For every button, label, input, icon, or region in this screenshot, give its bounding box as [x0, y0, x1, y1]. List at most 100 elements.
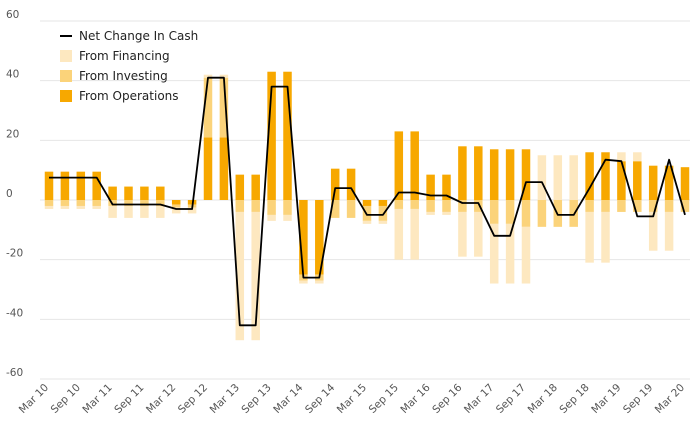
x-tick-label: Mar 13 — [208, 382, 242, 416]
legend-label: From Investing — [79, 69, 168, 83]
x-tick-label: Mar 12 — [144, 382, 178, 416]
bar-operations — [648, 165, 658, 200]
bar-operations — [442, 174, 451, 200]
x-tick-label: Mar 15 — [335, 382, 369, 416]
bar-operations — [458, 146, 467, 200]
legend-swatch-investing — [60, 70, 72, 82]
x-tick-label: Sep 15 — [367, 382, 401, 416]
y-tick-label: -60 — [6, 367, 23, 379]
bar-operations — [378, 200, 388, 206]
bar-operations — [203, 137, 213, 200]
bar-financing — [505, 223, 515, 284]
bar-financing — [124, 205, 133, 218]
bar-operations — [251, 174, 260, 200]
bar-financing — [235, 211, 245, 341]
bar-financing — [537, 155, 547, 200]
bar-operations — [680, 167, 690, 200]
x-tick-label: Sep 13 — [239, 382, 273, 416]
bar-financing — [299, 280, 308, 284]
bar-investing — [124, 200, 133, 206]
bar-financing — [442, 211, 451, 215]
bar-operations — [44, 171, 54, 200]
bar-operations — [283, 71, 292, 200]
bar-investing — [585, 200, 594, 212]
bar-investing — [44, 200, 54, 206]
x-tick-label: Mar 10 — [17, 382, 51, 416]
bar-investing — [235, 200, 245, 212]
bar-investing — [474, 200, 483, 212]
x-tick-label: Mar 19 — [589, 382, 623, 416]
bar-financing — [664, 211, 674, 251]
bar-financing — [187, 207, 197, 214]
bar-operations — [171, 200, 181, 205]
bar-investing — [664, 200, 674, 212]
bar-operations — [585, 152, 594, 200]
bar-operations — [346, 168, 356, 200]
bar-investing — [410, 200, 419, 209]
bars — [44, 71, 690, 341]
x-tick-label: Sep 14 — [303, 381, 338, 416]
bar-investing — [633, 200, 642, 212]
legend: Net Change In Cash From Financing From Inv… — [60, 29, 198, 103]
bar-operations — [156, 186, 165, 200]
bar-financing — [315, 280, 324, 284]
x-tick-label: Mar 16 — [398, 381, 433, 416]
bar-operations — [489, 149, 499, 200]
bar-operations — [633, 161, 642, 200]
bar-operations — [330, 168, 340, 200]
bar-investing — [283, 200, 292, 215]
bar-financing — [44, 205, 54, 209]
x-tick-label: Mar 18 — [526, 382, 560, 416]
bar-investing — [76, 200, 86, 206]
y-tick-label: 40 — [6, 69, 19, 81]
bar-financing — [171, 207, 181, 214]
bar-operations — [505, 149, 515, 200]
x-tick-label: Sep 18 — [557, 382, 591, 416]
bar-financing — [108, 205, 117, 218]
bar-financing — [474, 211, 483, 257]
bar-financing — [601, 211, 610, 263]
bar-investing — [537, 200, 547, 227]
bar-financing — [648, 211, 658, 251]
bar-operations — [601, 152, 610, 200]
bar-operations — [362, 200, 372, 206]
net-change-line — [49, 76, 686, 327]
bar-financing — [489, 223, 499, 284]
legend-label: Net Change In Cash — [79, 29, 198, 43]
bar-investing — [346, 200, 356, 218]
bar-investing — [156, 200, 165, 206]
bar-investing — [330, 200, 340, 218]
y-tick-label: 60 — [6, 9, 19, 21]
bar-operations — [267, 71, 276, 200]
net-change-line-group — [49, 76, 686, 327]
bar-investing — [171, 204, 181, 208]
bar-operations — [315, 200, 324, 275]
bar-investing — [251, 200, 260, 212]
bar-operations — [76, 171, 86, 200]
bar-financing — [92, 205, 101, 209]
bar-investing — [219, 77, 229, 138]
x-tick-label: Sep 16 — [430, 381, 465, 416]
bar-financing — [251, 211, 260, 341]
bar-operations — [140, 186, 149, 200]
y-tick-label: 20 — [6, 128, 19, 140]
bar-financing — [410, 208, 419, 260]
bar-operations — [299, 200, 308, 275]
bar-financing — [633, 152, 642, 162]
bar-financing — [362, 220, 372, 224]
bar-operations — [108, 186, 117, 200]
bar-investing — [92, 200, 101, 206]
legend-label: From Operations — [79, 89, 179, 103]
bar-investing — [203, 77, 213, 138]
x-tick-label: Mar 11 — [80, 382, 114, 416]
bar-operations — [124, 186, 133, 200]
bar-financing — [267, 214, 276, 221]
bar-operations — [410, 131, 419, 200]
bar-financing — [219, 74, 229, 78]
bar-investing — [60, 200, 70, 206]
x-tick-label: Sep 10 — [49, 382, 83, 416]
bar-financing — [617, 152, 626, 162]
bar-operations — [426, 174, 435, 200]
